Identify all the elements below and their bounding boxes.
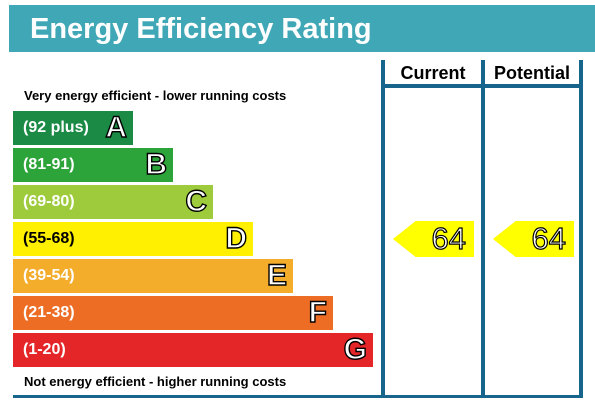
column-header-potential: Potential [493,63,570,83]
frame-divider [481,60,485,398]
arrow-value-potential: 64 [531,220,567,256]
page-title: Energy Efficiency Rating [30,13,372,45]
caption-top: Very energy efficient - lower running co… [24,88,287,103]
caption-bottom: Not energy efficient - higher running co… [24,374,287,389]
band-range-b: (81-91) [23,156,75,173]
arrow-value-current: 64 [431,220,467,256]
band-range-d: (55-68) [23,230,75,247]
band-letter-g: G [343,332,368,366]
band-range-c: (69-80) [23,193,75,210]
band-a: (92 plus) A [13,110,133,145]
frame-right [579,60,583,398]
band-letter-d: D [225,221,248,255]
band-letter-e: E [266,258,287,292]
title-bar: Energy Efficiency Rating [9,5,595,52]
frame-left-current [381,60,385,398]
arrow-current: 64 [393,220,474,257]
band-range-a: (92 plus) [23,119,89,136]
band-letter-c: C [185,184,208,218]
band-e: (39-54) E [13,258,293,293]
band-range-f: (21-38) [23,304,75,321]
band-f: (21-38) F [13,295,333,330]
column-header-current: Current [400,63,466,83]
arrow-potential: 64 [493,220,574,257]
band-b: (81-91) B [13,147,173,182]
band-c: (69-80) C [13,184,213,219]
band-letter-a: A [105,110,128,144]
band-range-e: (39-54) [23,267,75,284]
band-d: (55-68) D [13,221,253,256]
frame-header-line [381,84,583,88]
band-range-g: (1-20) [23,341,66,358]
band-letter-f: F [308,295,328,329]
band-letter-b: B [145,147,168,181]
frame-bottom [13,395,583,398]
band-g: (1-20) G [13,332,373,367]
